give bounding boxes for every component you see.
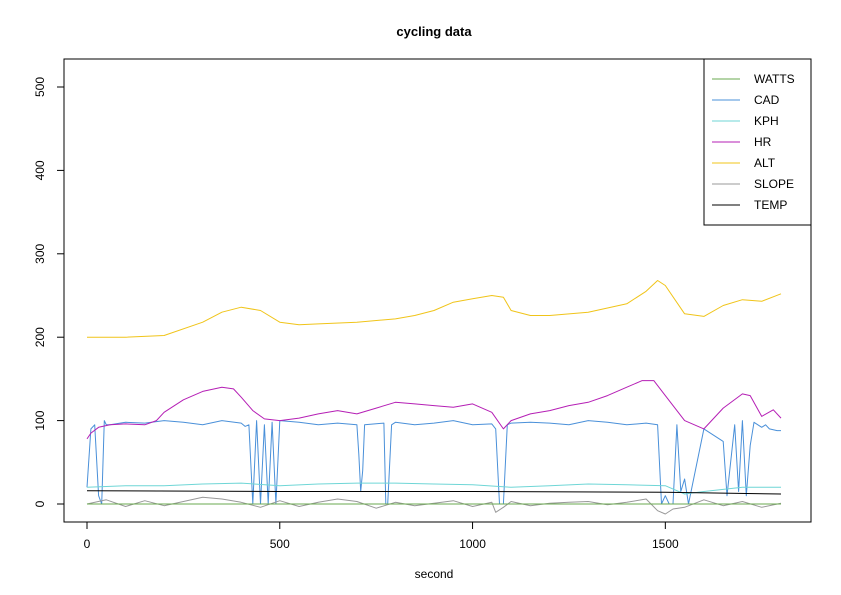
series-line-slope: [86, 496, 782, 515]
legend-label-alt: ALT: [754, 156, 776, 170]
series-line-temp: [86, 490, 782, 495]
series-line-alt: [87, 280, 782, 338]
chart-title: cycling data: [396, 24, 472, 39]
x-tick-label: 500: [270, 537, 290, 551]
legend: WATTS CAD KPH HR ALT SLOPE TEMP: [703, 58, 812, 226]
y-tick-label: 100: [33, 410, 47, 430]
legend-label-slope: SLOPE: [754, 177, 794, 191]
series-line-hr: [86, 380, 782, 440]
y-tick-label: 200: [33, 327, 47, 347]
y-tick-label: 300: [33, 243, 47, 263]
legend-label-temp: TEMP: [754, 198, 787, 212]
y-tick-label: 500: [33, 77, 47, 97]
y-tick-label: 400: [33, 160, 47, 180]
x-tick-label: 0: [84, 537, 91, 551]
y-axis: 0 100 200 300 400 500: [33, 77, 65, 507]
series-line-cad: [86, 420, 781, 505]
y-tick-label: 0: [33, 500, 47, 507]
legend-label-kph: KPH: [754, 114, 779, 128]
legend-label-cad: CAD: [754, 93, 780, 107]
x-axis-title: second: [415, 567, 454, 581]
legend-label-watts: WATTS: [754, 72, 795, 86]
x-tick-label: 1500: [652, 537, 679, 551]
x-tick-label: 1000: [459, 537, 486, 551]
legend-label-hr: HR: [754, 135, 772, 149]
plot-area: [86, 280, 782, 515]
x-axis: 0 500 1000 1500: [84, 521, 679, 551]
